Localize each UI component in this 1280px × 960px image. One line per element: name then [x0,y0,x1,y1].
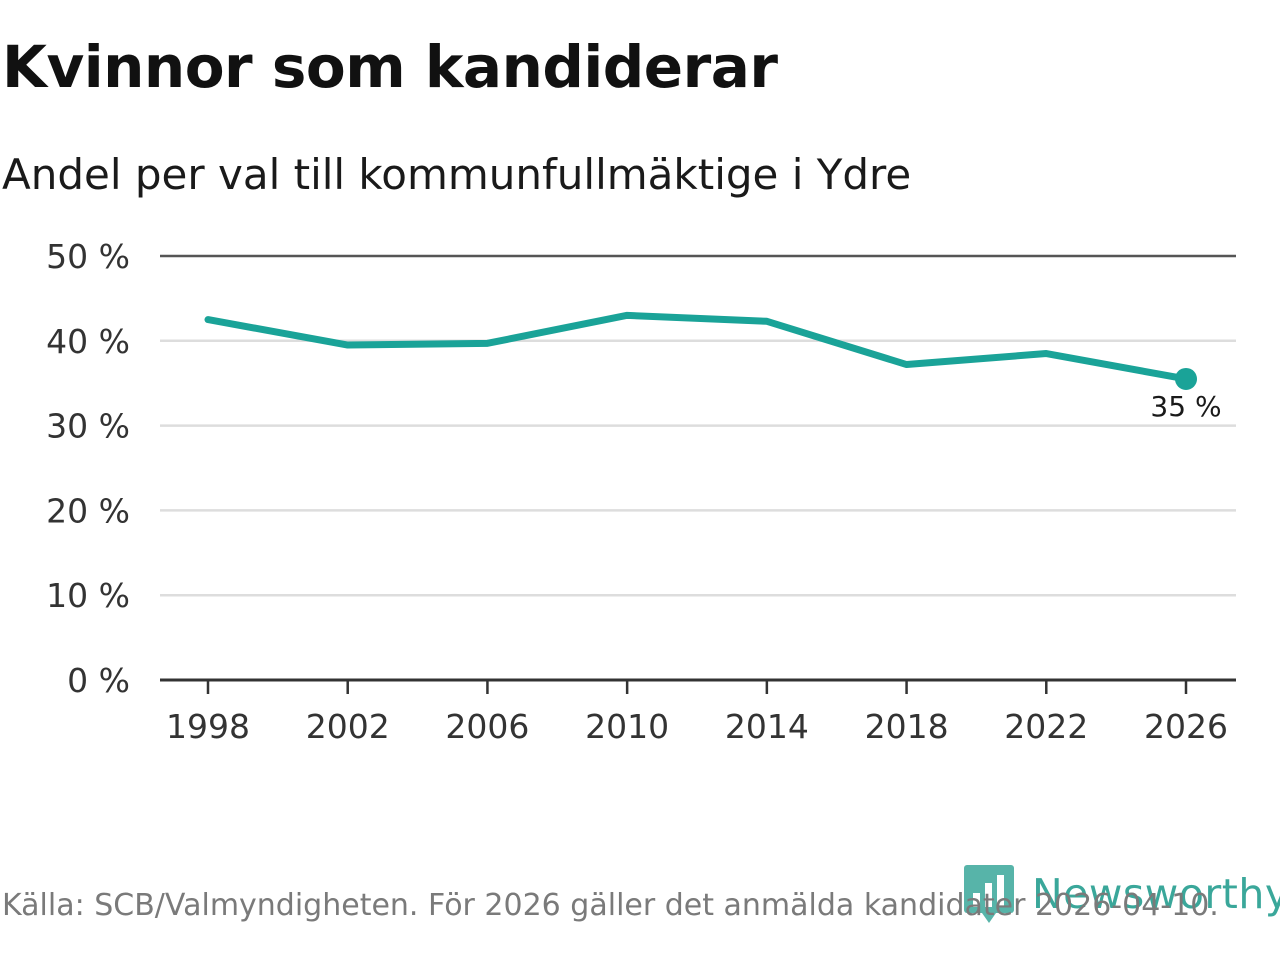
bar-chart-icon [964,865,1014,923]
y-tick-label: 50 % [46,237,130,276]
series-line [204,311,1190,383]
y-tick-label: 0 % [67,661,130,700]
x-tick-label: 2002 [306,707,390,746]
x-tick-label: 2018 [865,707,949,746]
y-tick-label: 10 % [46,576,130,615]
y-tick-label: 30 % [46,407,130,446]
x-tick-label: 2022 [1004,707,1088,746]
newsworthy-logo: Newsworthy [964,864,1280,924]
end-point-marker [1175,367,1197,390]
x-tick-label: 2026 [1144,707,1228,746]
x-tick-label: 2014 [725,707,809,746]
x-tick-label: 2010 [585,707,669,746]
y-tick-label: 40 % [46,322,130,361]
chart-title: Kvinnor som kandiderar [2,33,778,101]
brand-name: Newsworthy [1032,869,1280,918]
chart-subtitle: Andel per val till kommunfullmäktige i Y… [2,150,912,199]
end-point-label: 35 % [1150,390,1221,423]
x-tick-label: 2006 [445,707,529,746]
x-tick-label: 1998 [166,707,250,746]
source-note: Källa: SCB/Valmyndigheten. För 2026 gäll… [2,888,1219,923]
y-tick-label: 20 % [46,491,130,530]
